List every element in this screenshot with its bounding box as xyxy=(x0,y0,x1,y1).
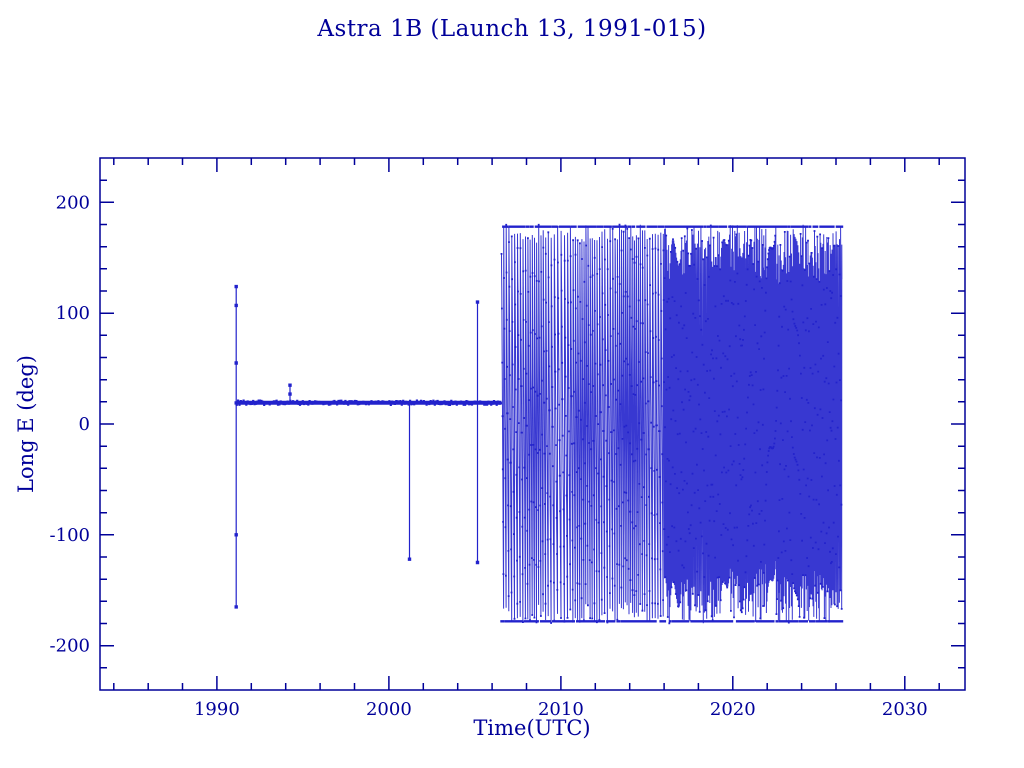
chart-title: Astra 1B (Launch 13, 1991-015) xyxy=(317,16,707,42)
x-tick-label: 2030 xyxy=(882,699,928,720)
y-tick-label: 200 xyxy=(56,192,90,213)
y-tick-label: 100 xyxy=(56,303,90,324)
x-tick-label: 2020 xyxy=(710,699,756,720)
data-markers xyxy=(234,284,502,609)
x-axis-label: Time(UTC) xyxy=(473,716,591,740)
y-tick-label: -100 xyxy=(50,525,90,546)
x-tick-label: 2000 xyxy=(366,699,412,720)
y-tick-label: -200 xyxy=(50,636,90,657)
y-tick-label: 0 xyxy=(79,414,90,435)
spike-lines xyxy=(235,286,479,607)
x-tick-label: 1990 xyxy=(194,699,240,720)
drift-markers xyxy=(500,223,844,625)
drift-line xyxy=(501,224,843,624)
axis-frame xyxy=(99,157,966,691)
x-tick-label: 2010 xyxy=(538,699,584,720)
